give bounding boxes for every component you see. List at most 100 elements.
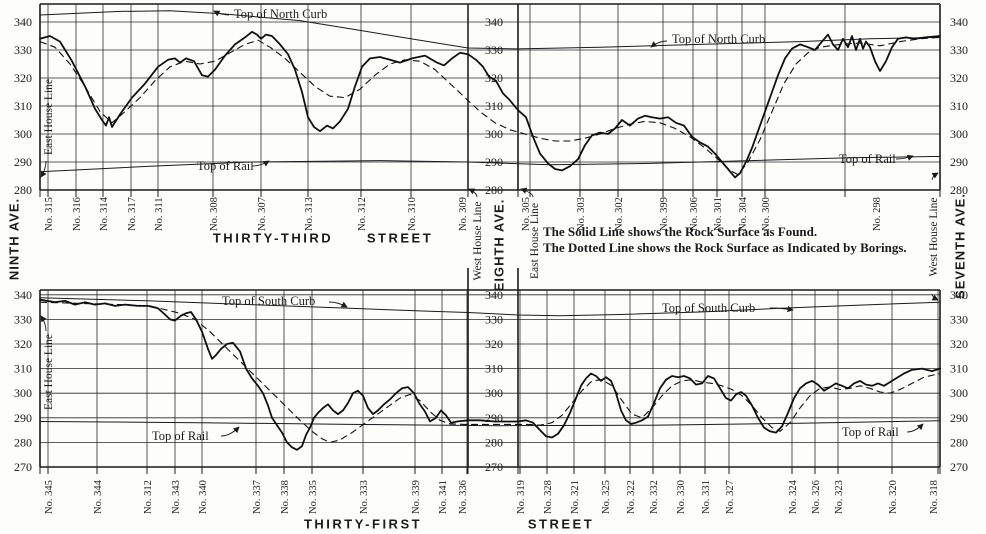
elevation-labels-middle: 340 330 320 310 300 290 280 — [485, 15, 503, 197]
annotation-arrow — [328, 301, 348, 308]
elevation-tick-label: 300 — [950, 127, 968, 141]
elevation-labels-left: 340 330 320 310 300 290 280 270 — [14, 288, 32, 474]
thirty-third-street-profile: No. 315 No. 316 No. 314 No. 317 No. 311 No. 3… — [14, 3, 968, 231]
house-number-label: No. 340 — [198, 480, 209, 514]
house-number-label: No. 335 — [308, 480, 319, 514]
annotation-arrow — [251, 160, 270, 167]
house-number-label: No. 345 — [44, 480, 55, 514]
elevation-tick-label: 290 — [14, 411, 32, 425]
east-house-line-label-top-left: East House Line — [43, 78, 55, 156]
house-number-labels: No. 315 No. 316 No. 314 No. 317 No. 311 No. 3… — [44, 4, 883, 231]
house-number-label: No. 319 — [516, 480, 527, 514]
house-number-label: No. 316 — [72, 197, 83, 231]
elevation-tick-label: 270 — [485, 460, 503, 474]
house-number-label: No. 331 — [701, 480, 712, 514]
house-number-label: No. 324 — [788, 479, 799, 514]
elevation-tick-label: 320 — [14, 71, 32, 85]
house-number-label: No. 337 — [252, 480, 263, 514]
elevation-tick-label: 300 — [950, 386, 968, 400]
house-number-label: No. 313 — [304, 197, 315, 231]
house-line-arrow — [520, 187, 534, 198]
elevation-tick-label: 340 — [950, 15, 968, 29]
house-number-label: No. 322 — [626, 480, 637, 514]
house-number-label: No. 312 — [143, 480, 154, 514]
legend-dotted-line-note: The Dotted Line shows the Rock Surface a… — [543, 240, 907, 255]
house-number-label: No. 328 — [543, 480, 554, 514]
elevation-tick-label: 320 — [950, 71, 968, 85]
elevation-tick-label: 280 — [485, 183, 503, 197]
elevation-tick-label: 300 — [485, 386, 503, 400]
elevation-tick-label: 280 — [14, 183, 32, 197]
elevation-tick-label: 320 — [950, 337, 968, 351]
elevation-tick-label: 290 — [485, 155, 503, 169]
elevation-labels-middle: 340 330 320 310 300 290 280 270 — [485, 288, 503, 474]
elevation-tick-label: 320 — [14, 337, 32, 351]
house-number-label: No. 326 — [811, 480, 822, 514]
house-line-arrow — [931, 293, 939, 301]
elevation-gridlines — [40, 289, 940, 468]
elevation-tick-label: 280 — [950, 435, 968, 449]
east-house-line-label-bottom-left: East House Line — [43, 333, 55, 411]
house-number-label: No. 323 — [834, 480, 845, 514]
house-number-label: No. 300 — [761, 197, 772, 231]
elevation-tick-label: 290 — [14, 155, 32, 169]
seventh-ave-label: SEVENTH AVE. — [952, 193, 968, 299]
legend-solid-line-note: The Solid Line shows the Rock Surface as… — [543, 224, 818, 239]
elevation-tick-label: 320 — [485, 337, 503, 351]
top-of-rail-annotation: Top of Rail — [197, 159, 254, 173]
top-of-rail-line — [39, 155, 941, 173]
elevation-tick-label: 330 — [950, 43, 968, 57]
house-number-label: No. 344 — [93, 479, 104, 514]
top-of-south-curb-annotation: Top of South Curb — [222, 294, 315, 308]
elevation-tick-label: 330 — [14, 312, 32, 326]
house-number-label: No. 341 — [438, 480, 449, 514]
house-line-arrow — [931, 172, 939, 181]
elevation-tick-label: 290 — [950, 411, 968, 425]
elevation-tick-label: 310 — [485, 362, 503, 376]
elevation-tick-label: 310 — [950, 362, 968, 376]
house-number-label: No. 303 — [576, 197, 587, 231]
street-title-top-street-word: STREET — [366, 230, 434, 246]
house-number-label: No. 305 — [521, 197, 532, 231]
house-number-label: No. 304 — [738, 196, 749, 231]
rock-surface-as-found-line — [39, 30, 941, 179]
elevation-tick-label: 300 — [485, 127, 503, 141]
elevation-labels-left: 340 330 320 310 300 290 280 — [14, 15, 32, 197]
annotation-arrow — [220, 426, 240, 437]
house-number-label: No. 311 — [154, 198, 165, 231]
elevation-tick-label: 310 — [14, 99, 32, 113]
elevation-tick-label: 290 — [950, 155, 968, 169]
house-number-label: No. 301 — [713, 197, 724, 231]
house-number-label: No. 310 — [407, 197, 418, 231]
elevation-tick-label: 330 — [14, 43, 32, 57]
top-of-north-curb-line — [39, 10, 941, 50]
annotation-arrow — [213, 10, 230, 17]
elevation-tick-label: 300 — [14, 127, 32, 141]
street-title-thirty-third: THIRTY-THIRD — [212, 230, 334, 246]
elevation-tick-label: 280 — [485, 435, 503, 449]
house-number-label: No. 298 — [872, 197, 883, 231]
house-number-label: No. 325 — [601, 480, 612, 514]
street-title-thirty-first: THIRTY-FIRST — [303, 516, 423, 532]
top-of-north-curb-annotation: Top of North Curb — [234, 7, 327, 21]
rock-surface-as-found-line — [39, 298, 941, 451]
elevation-tick-label: 340 — [485, 15, 503, 29]
rock-surface-as-indicated-by-borings-line — [39, 36, 941, 176]
house-number-label: No. 315 — [44, 197, 55, 231]
elevation-tick-label: 310 — [485, 99, 503, 113]
top-of-rail-annotation: Top of Rail — [839, 152, 896, 166]
house-number-label: No. 309 — [458, 197, 469, 231]
ninth-ave-label: NINTH AVE. — [6, 197, 22, 281]
street-title-bottom-street-word: STREET — [527, 516, 595, 532]
elevation-tick-label: 310 — [950, 99, 968, 113]
elevation-labels-right: 340 330 320 310 300 290 280 270 — [950, 288, 968, 474]
elevation-tick-label: 270 — [14, 460, 32, 474]
top-of-south-curb-annotation: Top of South Curb — [662, 301, 755, 315]
elevation-gridlines — [40, 3, 940, 191]
house-number-label: No. 308 — [209, 197, 220, 231]
house-number-label: No. 320 — [888, 480, 899, 514]
top-of-rail-annotation: Top of Rail — [842, 425, 899, 439]
annotation-arrow — [650, 40, 668, 48]
